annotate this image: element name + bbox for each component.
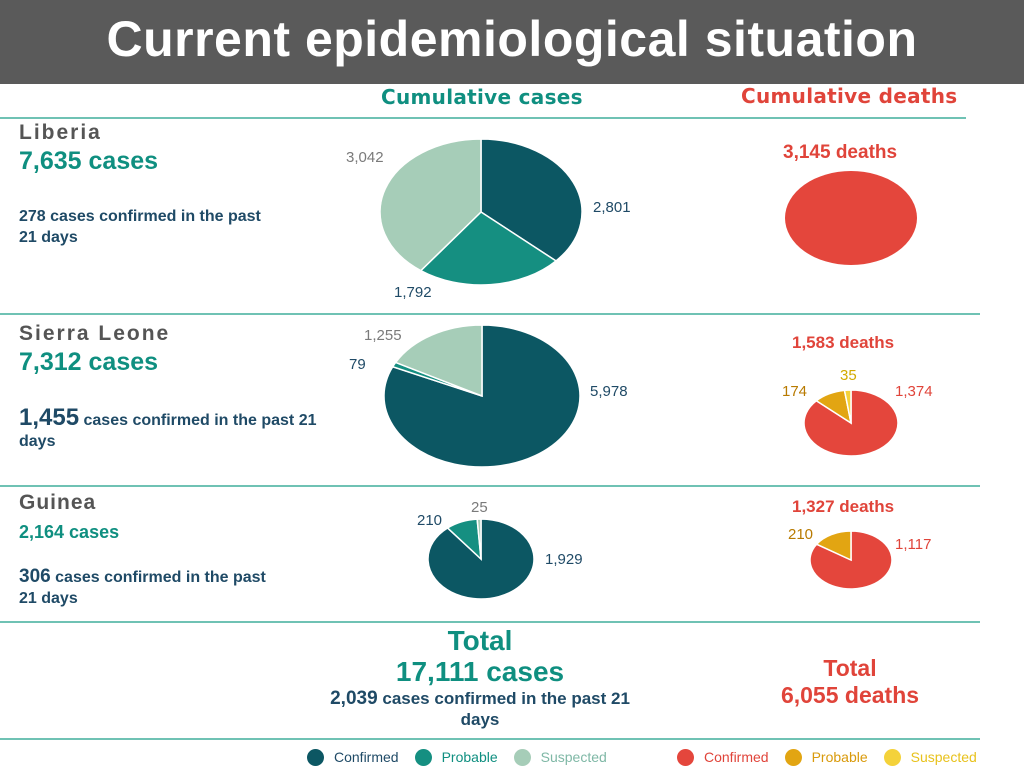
legend-dot — [513, 748, 531, 766]
country-name-guinea: Guinea — [19, 491, 97, 514]
pie-slice-suspected — [843, 389, 852, 424]
pie-slice-probable — [419, 211, 558, 286]
pie-slice-probable — [446, 518, 482, 561]
pie-data-label: 35 — [840, 367, 857, 384]
pie-slice-confirmed — [427, 518, 535, 600]
legend-deaths: Confirmed Probable Suspected — [677, 746, 993, 768]
pie-slice-probable — [815, 530, 852, 562]
legend-label: Probable — [441, 749, 498, 765]
page-title: Current epidemiological situation — [106, 11, 918, 67]
cumulative-deaths-heading: Cumulative deaths — [741, 84, 958, 108]
divider — [0, 313, 980, 315]
pie-data-label: 3,042 — [346, 149, 384, 166]
pie-liberia-cases: 2,801 1,792 3,042 — [346, 138, 631, 301]
legend-item-confirmed: Confirmed — [307, 748, 399, 766]
country-deaths-guinea: 1,327 deaths — [792, 497, 895, 516]
legend-cases: Confirmed Probable Suspected — [307, 746, 623, 768]
divider — [0, 117, 966, 119]
pie-slice-confirmed — [809, 530, 893, 590]
country-deaths-sierra-leone: 1,583 deaths — [792, 333, 895, 352]
confirmed-text: cases confirmed in the past 21 days — [19, 412, 317, 450]
total-cases-block: Total 17,111 cases 2,039 cases confirmed… — [330, 626, 630, 730]
pie-slice-probable — [815, 389, 853, 425]
pie-slice-suspected — [394, 324, 483, 398]
legend-item-death-confirmed: Confirmed — [677, 748, 769, 766]
pie-data-label: 210 — [788, 526, 813, 543]
country-confirmed-sierra-leone: 1,455 cases confirmed in the past 21 day… — [19, 404, 319, 452]
country-name-liberia: Liberia — [19, 121, 102, 144]
divider — [0, 621, 980, 623]
pie-guinea-deaths: 1,117 210 — [788, 526, 931, 590]
pie-data-label: 25 — [471, 499, 488, 516]
country-deaths-liberia: 3,145 deaths — [783, 142, 898, 163]
country-cases-liberia: 7,635 cases — [19, 147, 159, 175]
total-deaths-heading: Total — [823, 655, 877, 681]
legend-label: Confirmed — [334, 749, 399, 765]
pie-data-label: 79 — [349, 356, 366, 373]
total-confirmed-rest: cases confirmed in the past 21 days — [377, 689, 630, 729]
pie-data-label: 1,255 — [364, 327, 402, 344]
legend-item-death-suspected: Suspected — [883, 748, 977, 766]
country-confirmed-liberia: 278 cases confirmed in the past 21 days — [19, 208, 261, 246]
cumulative-cases-heading: Cumulative cases — [381, 85, 583, 109]
divider — [0, 738, 980, 740]
confirmed-count: 306 — [19, 566, 51, 587]
title-bar: Current epidemiological situation — [0, 0, 1024, 84]
divider — [0, 485, 980, 487]
legend-label: Suspected — [540, 749, 607, 765]
total-deaths-value: 6,055 deaths — [780, 682, 920, 708]
legend-dot — [883, 748, 901, 766]
legend-label: Confirmed — [704, 749, 769, 765]
pie-data-label: 1,117 — [895, 536, 931, 553]
total-cases-value: 17,111 cases — [395, 656, 565, 687]
legend-item-suspected: Suspected — [513, 748, 607, 766]
country-cases-guinea: 2,164 cases — [19, 522, 120, 542]
legend-label: Probable — [811, 749, 868, 765]
pie-data-label: 1,792 — [394, 284, 432, 301]
pie-slice-confirmed — [785, 171, 917, 265]
pie-slice-suspected — [476, 518, 482, 560]
pie-data-label: 5,978 — [590, 383, 628, 400]
legend-item-death-probable: Probable — [784, 748, 868, 766]
legend-dot — [784, 748, 802, 766]
pie-liberia-deaths — [785, 171, 917, 265]
total-cases-heading: Total — [447, 625, 513, 656]
confirmed-text: cases confirmed in the past 21 days — [19, 569, 266, 607]
pie-guinea-cases: 1,929 210 25 — [417, 499, 583, 600]
legend-item-probable: Probable — [414, 748, 498, 766]
pie-slice-probable — [391, 361, 483, 397]
legend-dot — [414, 748, 432, 766]
total-confirmed-count: 2,039 — [330, 688, 378, 709]
pie-slice-confirmed — [803, 389, 899, 457]
country-name-sierra-leone: Sierra Leone — [19, 322, 171, 345]
pie-data-label: 1,374 — [895, 383, 933, 400]
pie-data-label: 2,801 — [593, 199, 631, 216]
confirmed-count: 1,455 — [19, 404, 80, 431]
pie-data-label: 1,929 — [545, 551, 583, 568]
pie-slice-suspected — [379, 138, 482, 272]
country-cases-sierra-leone: 7,312 cases — [19, 348, 159, 376]
total-deaths-block: Total 6,055 deaths — [740, 655, 960, 709]
pie-data-label: 210 — [417, 512, 442, 529]
total-confirmed-text: 2,039 cases confirmed in the past 21 day… — [330, 688, 630, 730]
legend-label: Suspected — [910, 749, 977, 765]
pie-slice-confirmed — [480, 138, 583, 262]
pie-data-label: 174 — [782, 383, 807, 400]
pie-sierra-leone-deaths: 1,374 174 35 — [782, 367, 933, 457]
pie-slice-confirmed — [383, 324, 581, 468]
country-confirmed-guinea: 306 cases confirmed in the past 21 days — [19, 566, 279, 609]
pie-sierra-leone-cases: 5,978 79 1,255 — [349, 324, 628, 468]
legend-dot — [307, 748, 324, 766]
legend-dot — [677, 748, 694, 766]
